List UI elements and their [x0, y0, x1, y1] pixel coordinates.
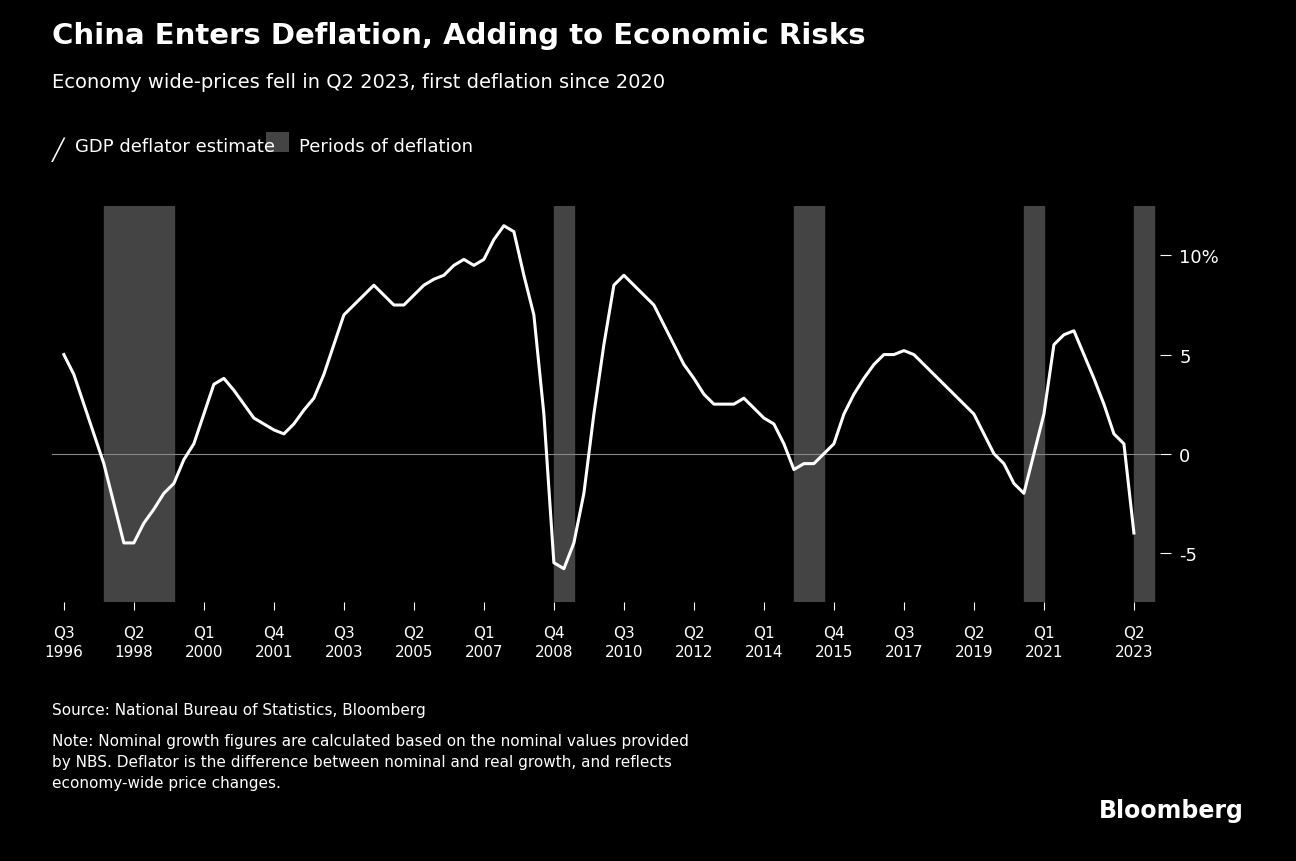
Text: 2012: 2012 — [675, 644, 713, 660]
Text: 2008: 2008 — [535, 644, 573, 660]
Text: 2019: 2019 — [955, 644, 993, 660]
Text: Q2: Q2 — [963, 625, 985, 640]
Bar — [1134, 207, 1153, 603]
Text: GDP deflator estimate: GDP deflator estimate — [75, 138, 275, 156]
Text: China Enters Deflation, Adding to Economic Risks: China Enters Deflation, Adding to Econom… — [52, 22, 866, 49]
Text: Q2: Q2 — [403, 625, 425, 640]
Text: Q2: Q2 — [1124, 625, 1144, 640]
Text: 2007: 2007 — [465, 644, 503, 660]
Text: 2001: 2001 — [254, 644, 293, 660]
Text: Bloomberg: Bloomberg — [1099, 798, 1244, 822]
Text: Q3: Q3 — [613, 625, 635, 640]
Text: 2017: 2017 — [885, 644, 923, 660]
Text: Q1: Q1 — [1033, 625, 1055, 640]
Text: Periods of deflation: Periods of deflation — [299, 138, 473, 156]
Text: 2003: 2003 — [324, 644, 363, 660]
Text: 1996: 1996 — [44, 644, 83, 660]
Text: Q3: Q3 — [333, 625, 355, 640]
Text: Note: Nominal growth figures are calculated based on the nominal values provided: Note: Nominal growth figures are calcula… — [52, 734, 688, 790]
Bar — [1024, 207, 1043, 603]
Text: Q1: Q1 — [193, 625, 215, 640]
Bar — [553, 207, 574, 603]
Text: 2021: 2021 — [1025, 644, 1063, 660]
Text: Q4: Q4 — [263, 625, 285, 640]
Text: 2005: 2005 — [394, 644, 433, 660]
Text: 2015: 2015 — [815, 644, 853, 660]
Bar — [104, 207, 174, 603]
Text: Q1: Q1 — [753, 625, 775, 640]
Text: Source: National Bureau of Statistics, Bloomberg: Source: National Bureau of Statistics, B… — [52, 702, 425, 716]
Text: Q2: Q2 — [123, 625, 145, 640]
Text: Q4: Q4 — [823, 625, 845, 640]
Text: Q2: Q2 — [683, 625, 705, 640]
Text: Economy wide-prices fell in Q2 2023, first deflation since 2020: Economy wide-prices fell in Q2 2023, fir… — [52, 73, 665, 92]
Text: 2023: 2023 — [1115, 644, 1153, 660]
Text: Q1: Q1 — [473, 625, 495, 640]
Text: 2014: 2014 — [745, 644, 783, 660]
Text: 1998: 1998 — [114, 644, 153, 660]
Bar — [794, 207, 824, 603]
Text: Q3: Q3 — [893, 625, 915, 640]
Text: Q3: Q3 — [53, 625, 75, 640]
Text: 2000: 2000 — [184, 644, 223, 660]
Text: Q4: Q4 — [543, 625, 565, 640]
Text: ╱: ╱ — [52, 138, 65, 162]
Text: 2010: 2010 — [605, 644, 643, 660]
